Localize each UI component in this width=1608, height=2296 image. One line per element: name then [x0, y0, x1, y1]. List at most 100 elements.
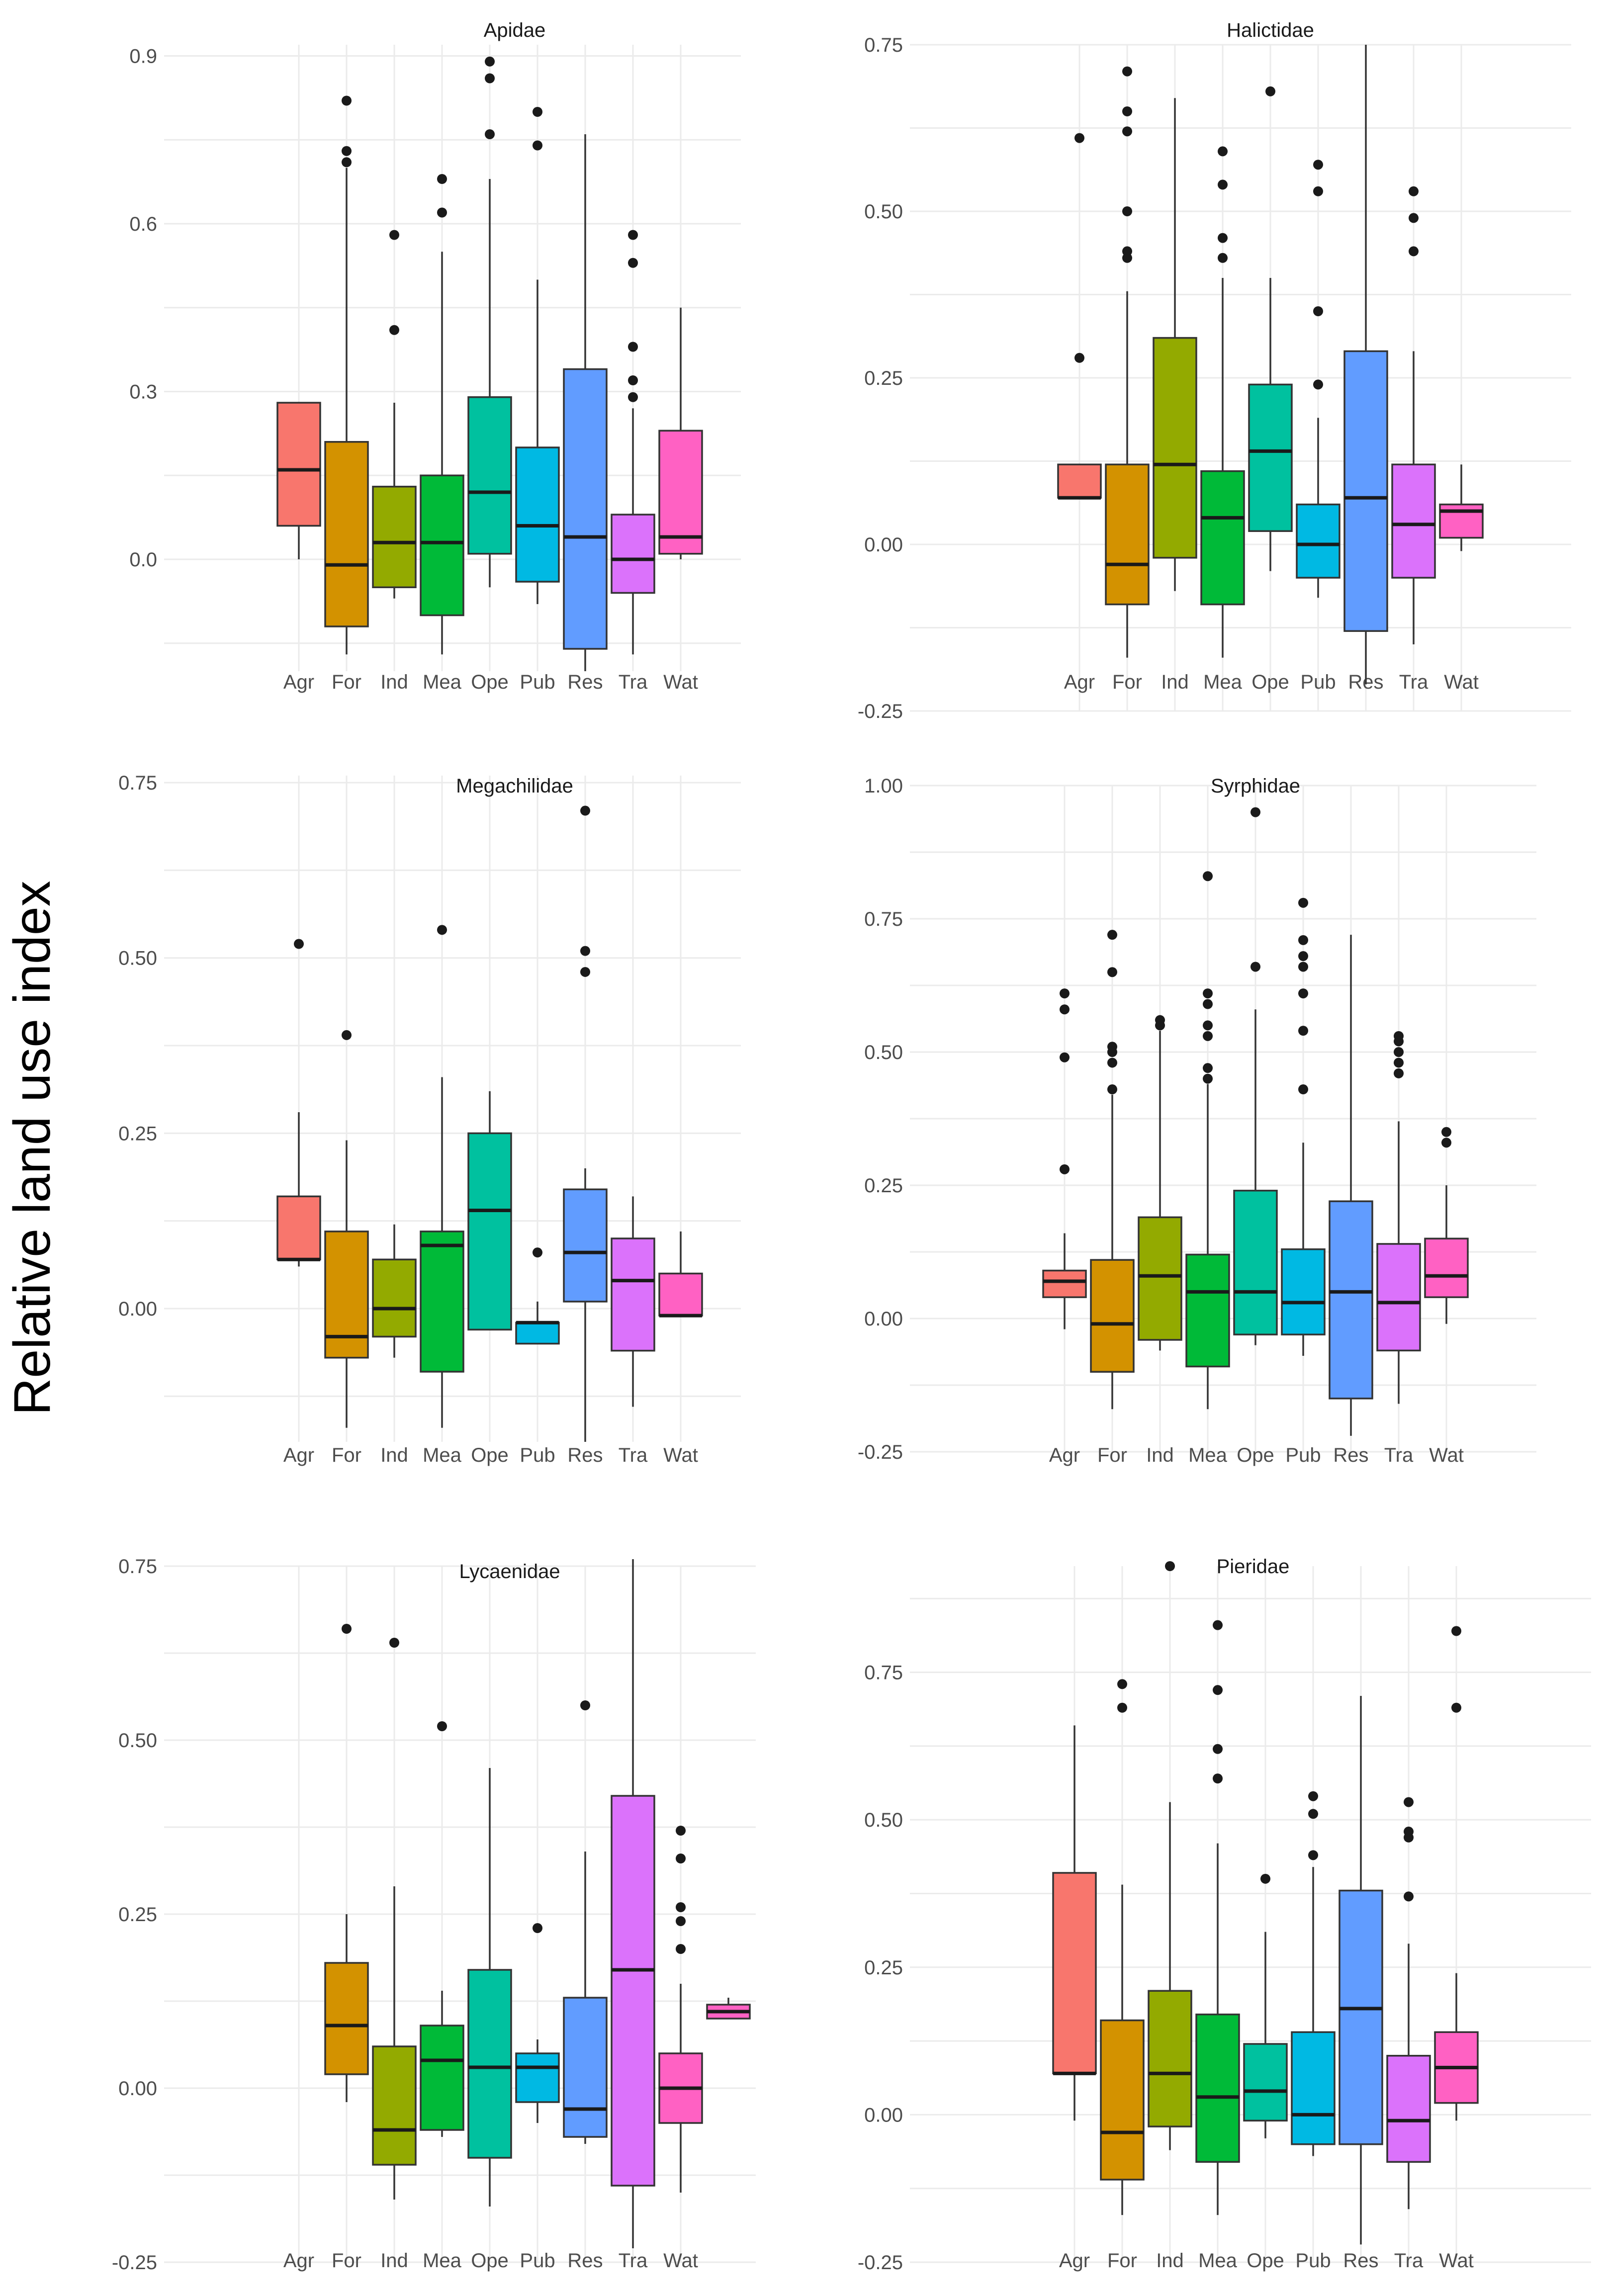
syrphidae-box-ope-outlier — [1251, 962, 1260, 972]
halictidae-box-mea — [1200, 470, 1245, 606]
syrphidae-box-pub-outlier — [1298, 935, 1308, 945]
syrphidae-box-pub-outlier — [1298, 962, 1308, 972]
syrphidae-box-agr-outlier — [1060, 988, 1070, 999]
lycaenidae-ytick-label: 0.25 — [118, 1904, 157, 1926]
pieridae-title: Pieridae — [1217, 1556, 1290, 1578]
megachilidae-ytick-label: 0.75 — [118, 772, 157, 794]
halictidae-box-mea-outlier — [1218, 253, 1228, 263]
y-axis-label: Relative land use index — [3, 881, 61, 1415]
syrphidae-box-pub — [1281, 1248, 1326, 1335]
lycaenidae-box-mea-outlier — [437, 1721, 447, 1731]
lycaenidae-box-ind-outlier — [389, 1638, 399, 1648]
halictidae-box-pub-outlier — [1313, 306, 1323, 316]
pieridae-box-wat-outlier — [1451, 1702, 1461, 1713]
syrphidae-box-wat-outlier — [1441, 1127, 1451, 1137]
syrphidae-box-mea-outlier — [1203, 999, 1213, 1009]
apidae-ytick-label: 0.0 — [129, 549, 157, 571]
pieridae-box-tra-outlier — [1404, 1891, 1414, 1902]
pieridae-box-for-outlier — [1117, 1702, 1127, 1713]
megachilidae-xtick-label: For — [332, 1444, 361, 1466]
lycaenidae-title: Lycaenidae — [459, 1561, 560, 1583]
syrphidae-box-pub-outlier — [1298, 988, 1308, 999]
apidae-box-ope — [467, 396, 512, 555]
megachilidae-box-ind — [372, 1258, 417, 1338]
syrphidae-xtick-label: For — [1097, 1444, 1127, 1466]
apidae-box-tra — [611, 514, 655, 594]
pieridae-ytick-label: -0.25 — [858, 2252, 903, 2274]
apidae-box-mea-outlier — [437, 174, 447, 184]
syrphidae-xtick-label: Wat — [1429, 1444, 1464, 1466]
megachilidae-xtick-label: Pub — [520, 1444, 555, 1466]
syrphidae-box-mea-outlier — [1203, 1073, 1213, 1084]
apidae-ytick-label: 0.9 — [129, 46, 157, 68]
pieridae-box-mea-outlier — [1213, 1620, 1223, 1630]
syrphidae-box-res — [1329, 1200, 1373, 1400]
halictidae-box-pub-outlier — [1313, 160, 1323, 170]
apidae-box-mea-outlier — [437, 207, 447, 218]
halictidae-xtick-label: Pub — [1300, 671, 1336, 693]
pieridae-ytick-label: 0.00 — [864, 2104, 903, 2126]
megachilidae-xtick-label: Ind — [380, 1444, 408, 1466]
syrphidae-box-for-outlier — [1107, 1042, 1117, 1052]
syrphidae-box-agr-outlier — [1060, 1052, 1070, 1062]
halictidae-box-mea-outlier — [1218, 179, 1228, 190]
apidae-title: Apidae — [484, 19, 546, 41]
syrphidae-xtick-label: Tra — [1384, 1444, 1414, 1466]
lycaenidae-xtick-label: Tra — [619, 2250, 648, 2272]
syrphidae-box-ope — [1233, 1189, 1278, 1335]
syrphidae-ytick-label: 0.25 — [864, 1175, 903, 1197]
syrphidae-xtick-label: Ind — [1146, 1444, 1174, 1466]
apidae-box-ope-outlier — [485, 56, 495, 67]
syrphidae-ytick-label: -0.25 — [858, 1441, 903, 1463]
syrphidae-box-ope-outlier — [1251, 807, 1260, 817]
pieridae-xtick-label: Wat — [1439, 2250, 1474, 2272]
megachilidae-box-res-outlier — [580, 946, 590, 956]
apidae-box-for-outlier — [342, 146, 352, 156]
lycaenidae-ytick-label: -0.25 — [112, 2252, 157, 2274]
syrphidae-box-pub-outlier — [1298, 897, 1308, 908]
pieridae-box-mea — [1195, 2013, 1240, 2163]
lycaenidae-box-for-outlier — [342, 1624, 352, 1634]
halictidae-box-pub-outlier — [1313, 379, 1323, 390]
pieridae-box-ope — [1243, 2043, 1288, 2122]
pieridae-box-for — [1100, 2019, 1145, 2181]
megachilidae-box-pub — [515, 1322, 560, 1345]
lycaenidae-xtick-label: Ind — [380, 2250, 408, 2272]
syrphidae-box-mea-outlier — [1203, 1020, 1213, 1031]
syrphidae-box-wat — [1424, 1237, 1469, 1298]
halictidae-box-tra — [1391, 463, 1436, 579]
syrphidae-box-tra-outlier — [1394, 1031, 1404, 1041]
panel-apidae: Apidae 0.0 0.3 0.6 0.9 Agr For Ind Mea Ope Pub Res T… — [129, 19, 741, 693]
pieridae-xtick-label: Tra — [1394, 2250, 1424, 2272]
apidae-box-tra-outlier — [628, 230, 638, 240]
lycaenidae-xtick-label: For — [332, 2250, 361, 2272]
halictidae-box-for-outlier — [1122, 206, 1132, 216]
apidae-box-tra-outlier — [628, 375, 638, 385]
apidae-box-ind — [372, 486, 417, 588]
halictidae-ytick-label: -0.25 — [858, 701, 903, 722]
syrphidae-xtick-label: Res — [1333, 1444, 1368, 1466]
lycaenidae-box-res — [563, 1997, 608, 2138]
halictidae-ytick-label: 0.00 — [864, 534, 903, 556]
apidae-xtick-label: Pub — [520, 671, 555, 693]
pieridae-box-res — [1339, 1889, 1383, 2145]
syrphidae-box-mea-outlier — [1203, 1063, 1213, 1073]
halictidae-xtick-label: Wat — [1444, 671, 1479, 693]
panel-pieridae: Pieridae -0.25 0.00 0.25 0.50 0.75 Agr For Ind Me… — [858, 1556, 1591, 2274]
apidae-box-for-outlier — [342, 157, 352, 168]
megachilidae-box-tra — [611, 1237, 655, 1352]
syrphidae-box-for-outlier — [1107, 967, 1117, 977]
pieridae-box-tra — [1386, 2054, 1431, 2163]
syrphidae-title: Syrphidae — [1211, 775, 1300, 797]
lycaenidae-box-wat-outlier — [676, 1826, 686, 1836]
lycaenidae-ytick-label: 0.50 — [118, 1730, 157, 1752]
halictidae-box-res — [1343, 350, 1388, 632]
halictidae-xtick-label: Agr — [1064, 671, 1095, 693]
megachilidae-box-res — [563, 1188, 608, 1303]
halictidae-xtick-label: Ope — [1251, 671, 1289, 693]
syrphidae-box-agr — [1042, 1269, 1087, 1298]
apidae-box-pub — [515, 446, 560, 583]
lycaenidae-box-pub — [515, 2052, 560, 2103]
pieridae-box-ind-outlier — [1165, 1561, 1175, 1571]
